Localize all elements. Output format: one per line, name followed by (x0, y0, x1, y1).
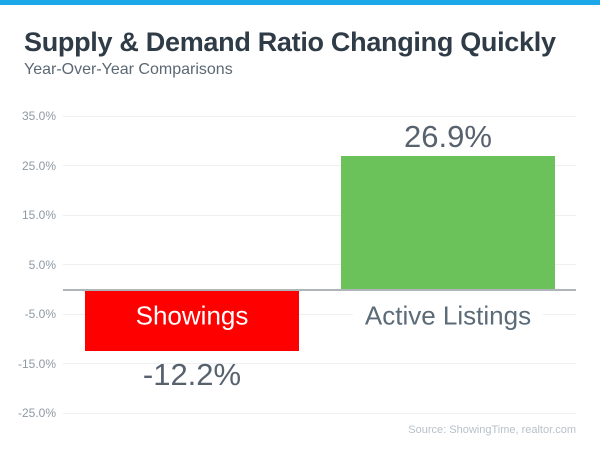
gridline--5-0- (63, 313, 576, 315)
category-label-active-listings: Active Listings (352, 299, 544, 333)
gridline-15-0- (63, 214, 576, 216)
top-accent-bar (0, 0, 600, 5)
gridline-35-0- (63, 115, 576, 117)
source-attribution: Source: ShowingTime, realtor.com (408, 424, 576, 436)
x-axis-line (63, 288, 576, 291)
chart-subtitle: Year-Over-Year Comparisons (24, 61, 233, 78)
y-axis-tick-label: 35.0% (21, 109, 56, 124)
y-axis-tick-label: 5.0% (28, 257, 56, 272)
category-label-showings: Showings (135, 300, 249, 331)
bar-active-listings (341, 156, 555, 290)
chart-title: Supply & Demand Ratio Changing Quickly (24, 27, 556, 57)
y-axis-tick-label: -25.0% (17, 406, 56, 421)
y-axis-tick-label: -15.0% (17, 356, 56, 371)
gridline--15-0- (63, 363, 576, 365)
bar-showings (85, 290, 299, 351)
gridline-25-0- (63, 165, 576, 167)
y-axis-tick-label: 25.0% (21, 158, 56, 173)
y-axis-tick-label: 15.0% (21, 208, 56, 223)
y-axis-tick-label: -5.0% (24, 307, 56, 322)
value-label-showings: -12.2% (142, 356, 242, 392)
gridline--25-0- (63, 412, 576, 414)
gridline-5-0- (63, 264, 576, 266)
value-label-active-listings: 26.9% (404, 119, 492, 155)
